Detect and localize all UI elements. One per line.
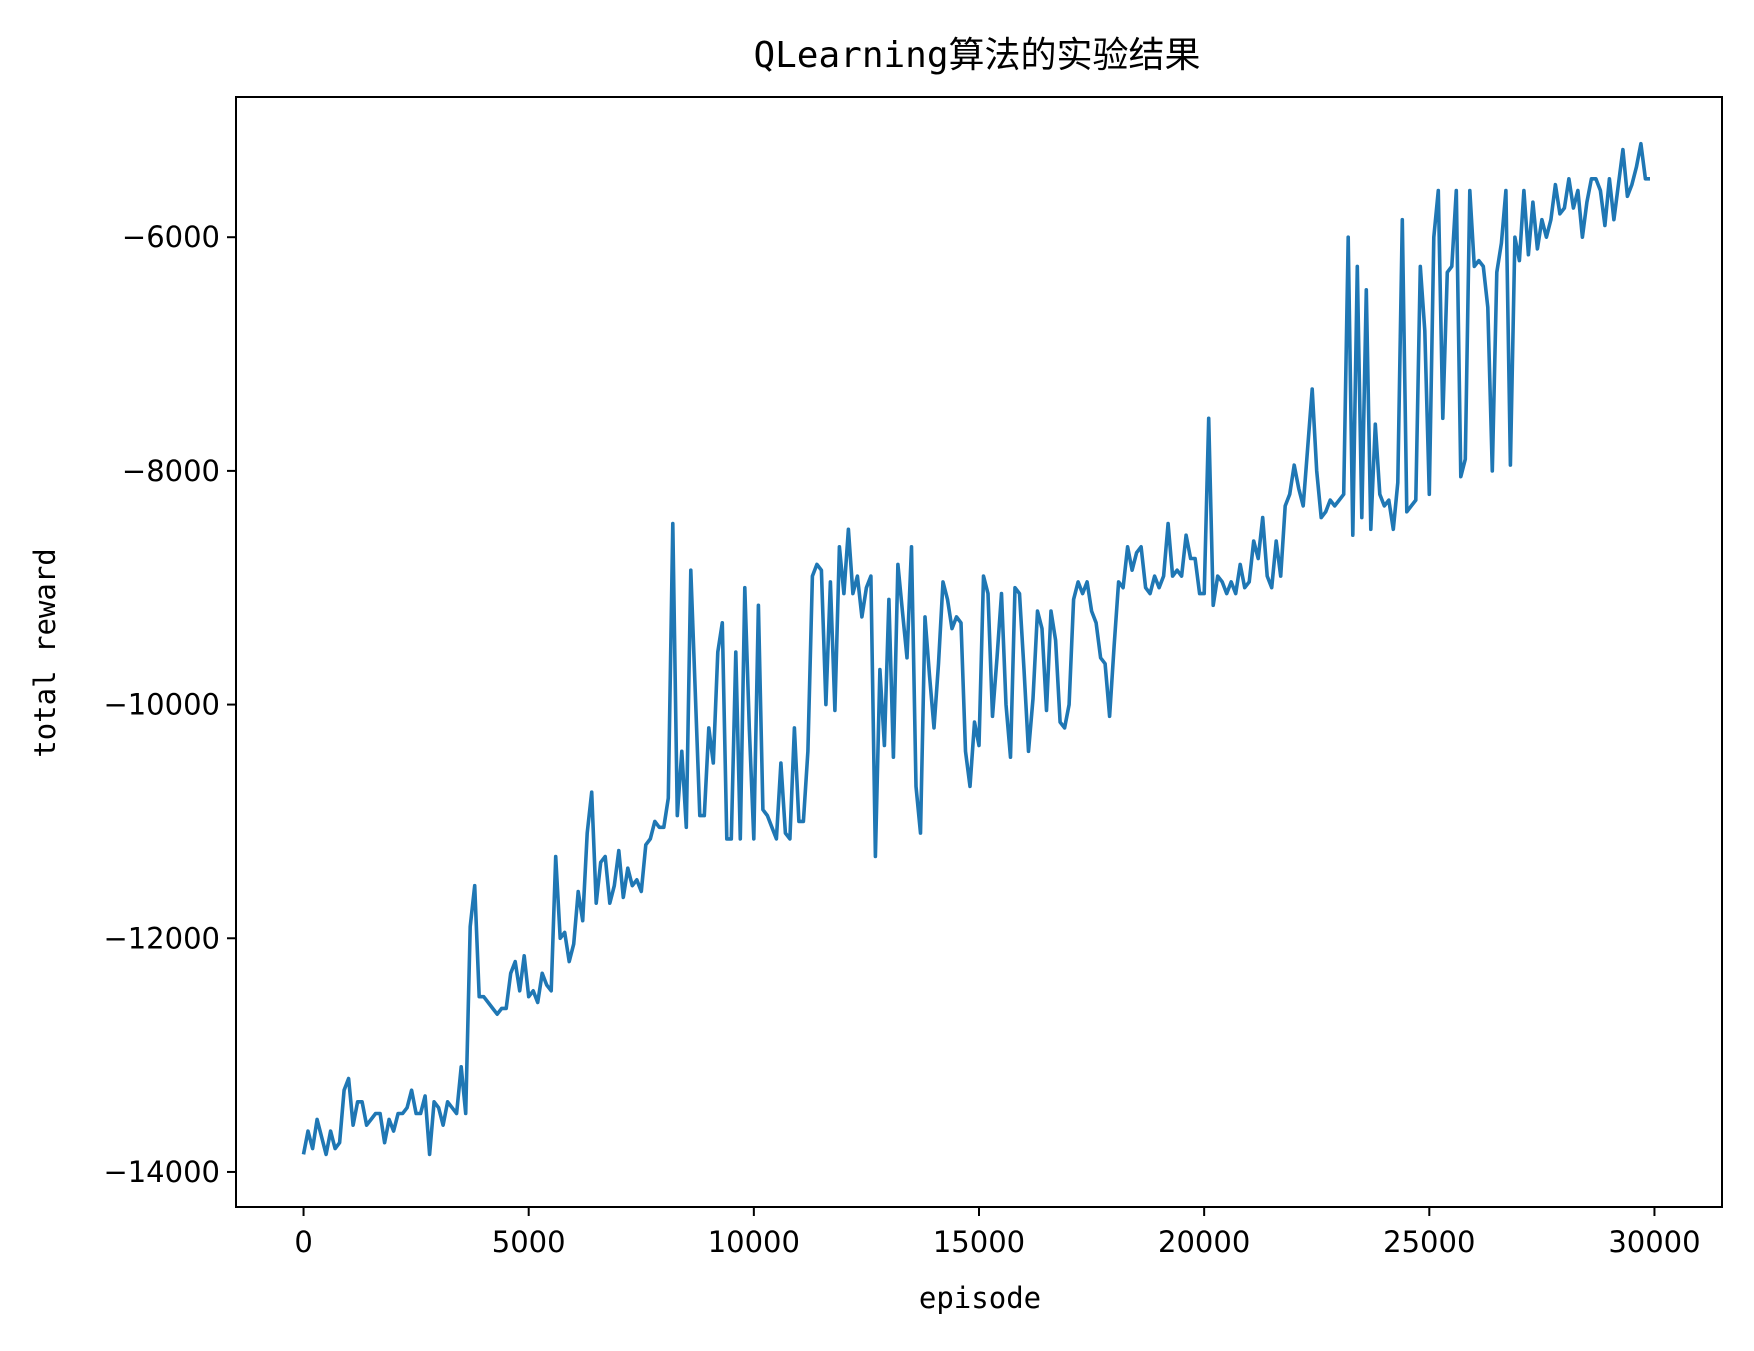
- x-axis-label: episode: [919, 1281, 1041, 1315]
- x-tick-label: 15000: [933, 1225, 1025, 1259]
- y-tick-label: −8000: [122, 454, 220, 488]
- x-tick-label: 20000: [1158, 1225, 1250, 1259]
- series-line-0: [301, 141, 1650, 1157]
- x-tick-label: 0: [294, 1225, 312, 1259]
- plot-area: [301, 141, 1650, 1157]
- x-tick-label: 30000: [1608, 1225, 1700, 1259]
- x-tick-label: 25000: [1383, 1225, 1475, 1259]
- x-tick-label: 10000: [708, 1225, 800, 1259]
- y-tick-label: −10000: [103, 688, 220, 722]
- chart-title: QLearning算法的实验结果: [753, 35, 1200, 76]
- y-tick-label: −6000: [122, 220, 220, 254]
- y-tick-label: −14000: [103, 1155, 220, 1189]
- x-axis: 0 5000 10000 15000 20000 25000 30000: [294, 1207, 1701, 1259]
- y-axis: −14000 −12000 −10000 −8000 −6000: [103, 220, 236, 1189]
- axes-frame: [235, 96, 1723, 1208]
- y-tick-label: −12000: [103, 921, 220, 955]
- y-axis-label: total reward: [28, 548, 62, 758]
- x-tick-label: 5000: [492, 1225, 566, 1259]
